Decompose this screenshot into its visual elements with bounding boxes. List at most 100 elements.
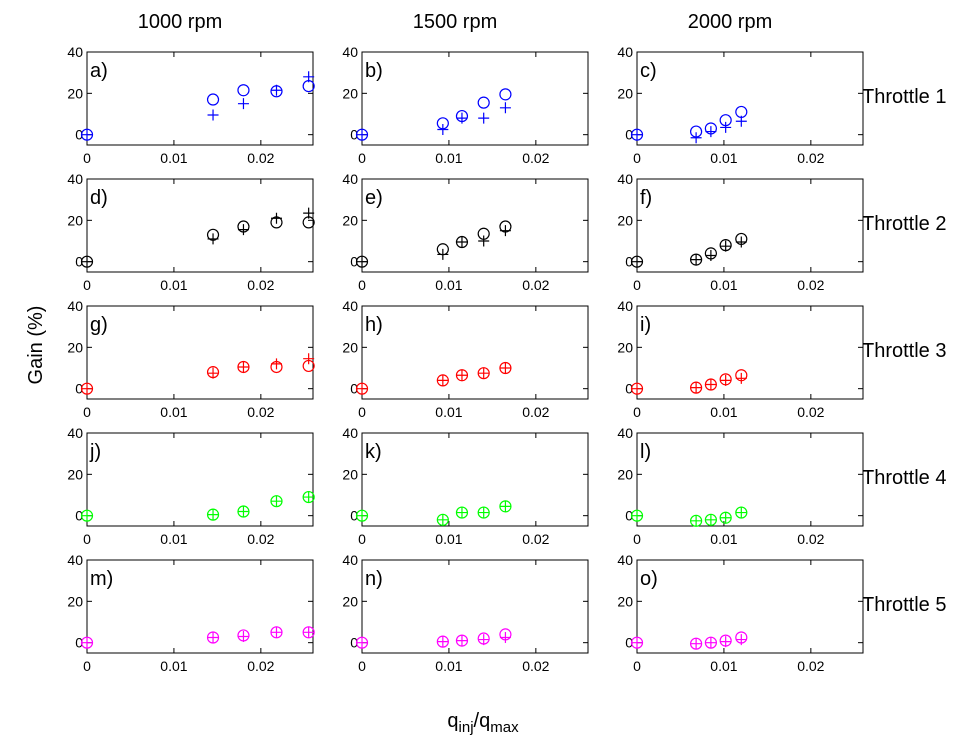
plus-point (303, 491, 315, 503)
panel-label: i) (640, 314, 651, 336)
y-tick-label: 0 (75, 254, 83, 270)
panel-frame (636, 305, 864, 400)
column-titles: 1000 rpm 1500 rpm 2000 rpm (138, 11, 773, 33)
plus-point (735, 372, 747, 384)
panel-frame (86, 559, 314, 654)
plus-point (81, 510, 93, 522)
plus-point (478, 634, 490, 646)
y-tick-label: 20 (342, 339, 358, 355)
y-tick-label: 40 (67, 552, 83, 568)
panel-m: 0 20 40 0 0.01 0.02 m) (67, 552, 315, 674)
row-title-5: Throttle 5 (862, 594, 946, 616)
y-tick-label: 40 (67, 298, 83, 314)
y-tick-label: 40 (342, 552, 358, 568)
panel-b: 0 20 40 0 0.01 0.02 b) (342, 44, 589, 166)
x-tick-label: 0.01 (160, 531, 187, 547)
x-tick-label: 0 (83, 658, 91, 674)
y-tick-label: 20 (67, 593, 83, 609)
x-tick-label: 0.01 (710, 404, 737, 420)
y-tick-label: 20 (342, 593, 358, 609)
plus-point (356, 637, 368, 649)
y-tick-label: 0 (625, 254, 633, 270)
circle-point (206, 93, 220, 106)
row-titles: Throttle 1 Throttle 2 Throttle 3 Throttle 4… (862, 86, 946, 616)
y-tick-label: 20 (617, 466, 633, 482)
y-axis-label: Gain (%) (25, 306, 47, 385)
plus-point (456, 236, 468, 248)
y-tick-label: 0 (350, 254, 358, 270)
panel-label: b) (365, 60, 383, 82)
plus-point (690, 515, 702, 527)
row-title-2: Throttle 2 (862, 213, 946, 235)
plus-point (237, 361, 249, 373)
plus-point (478, 367, 490, 379)
y-tick-label: 40 (342, 171, 358, 187)
plus-point (303, 207, 315, 219)
y-tick-label: 20 (67, 212, 83, 228)
plus-point (356, 256, 368, 268)
panel-frame (86, 432, 314, 527)
y-tick-label: 40 (67, 425, 83, 441)
panel-c: 0 20 40 0 0.01 0.02 c) (617, 44, 864, 166)
plus-point (437, 124, 449, 135)
plus-point (356, 129, 368, 141)
plus-point (303, 626, 315, 638)
panel-label: d) (90, 187, 108, 209)
plus-point (478, 507, 490, 519)
plus-point (456, 507, 468, 519)
x-tick-label: 0.01 (710, 658, 737, 674)
y-tick-label: 40 (617, 425, 633, 441)
plus-point (270, 358, 282, 370)
panel-frame (361, 51, 589, 146)
y-tick-label: 0 (350, 508, 358, 524)
y-tick-label: 40 (342, 44, 358, 60)
plus-point (81, 129, 93, 141)
x-tick-label: 0.01 (435, 277, 462, 293)
plus-point (705, 637, 717, 649)
x-tick-label: 0.02 (522, 150, 549, 166)
plus-point (437, 374, 449, 386)
y-tick-label: 20 (67, 85, 83, 101)
plus-point (237, 224, 249, 236)
x-tick-label: 0.01 (160, 404, 187, 420)
y-tick-label: 0 (75, 508, 83, 524)
x-tick-label: 0.01 (160, 277, 187, 293)
x-tick-label: 0 (83, 531, 91, 547)
plus-point (631, 129, 643, 141)
plus-point (499, 632, 511, 643)
plus-point (720, 121, 732, 133)
x-tick-label: 0.02 (522, 531, 549, 547)
x-tick-label: 0.02 (797, 531, 824, 547)
plus-point (478, 235, 490, 247)
plus-point (237, 98, 249, 110)
plus-point (207, 632, 219, 643)
row-title-1: Throttle 1 (862, 86, 946, 108)
x-tick-label: 0 (83, 150, 91, 166)
plus-point (735, 507, 747, 519)
panel-frame (361, 432, 589, 527)
plus-point (720, 636, 732, 648)
y-tick-label: 20 (342, 212, 358, 228)
plus-point (631, 256, 643, 268)
x-tick-label: 0.02 (247, 404, 274, 420)
y-tick-label: 0 (350, 381, 358, 397)
plus-point (456, 112, 468, 124)
y-tick-label: 0 (350, 635, 358, 651)
row-title-3: Throttle 3 (862, 340, 946, 362)
x-tick-label: 0.01 (710, 531, 737, 547)
circle-point (499, 88, 512, 101)
plus-point (207, 109, 219, 121)
plus-point (237, 630, 249, 642)
x-tick-label: 0.02 (797, 150, 824, 166)
plus-point (207, 233, 219, 245)
plus-point (456, 635, 468, 647)
plus-point (720, 240, 732, 252)
circle-point (237, 84, 250, 97)
plus-point (690, 132, 702, 144)
plus-point (207, 367, 219, 379)
y-tick-label: 20 (617, 593, 633, 609)
plus-point (720, 512, 732, 524)
x-tick-label: 0.01 (435, 150, 462, 166)
panel-f: 0 20 40 0 0.01 0.02 f) (617, 171, 864, 293)
